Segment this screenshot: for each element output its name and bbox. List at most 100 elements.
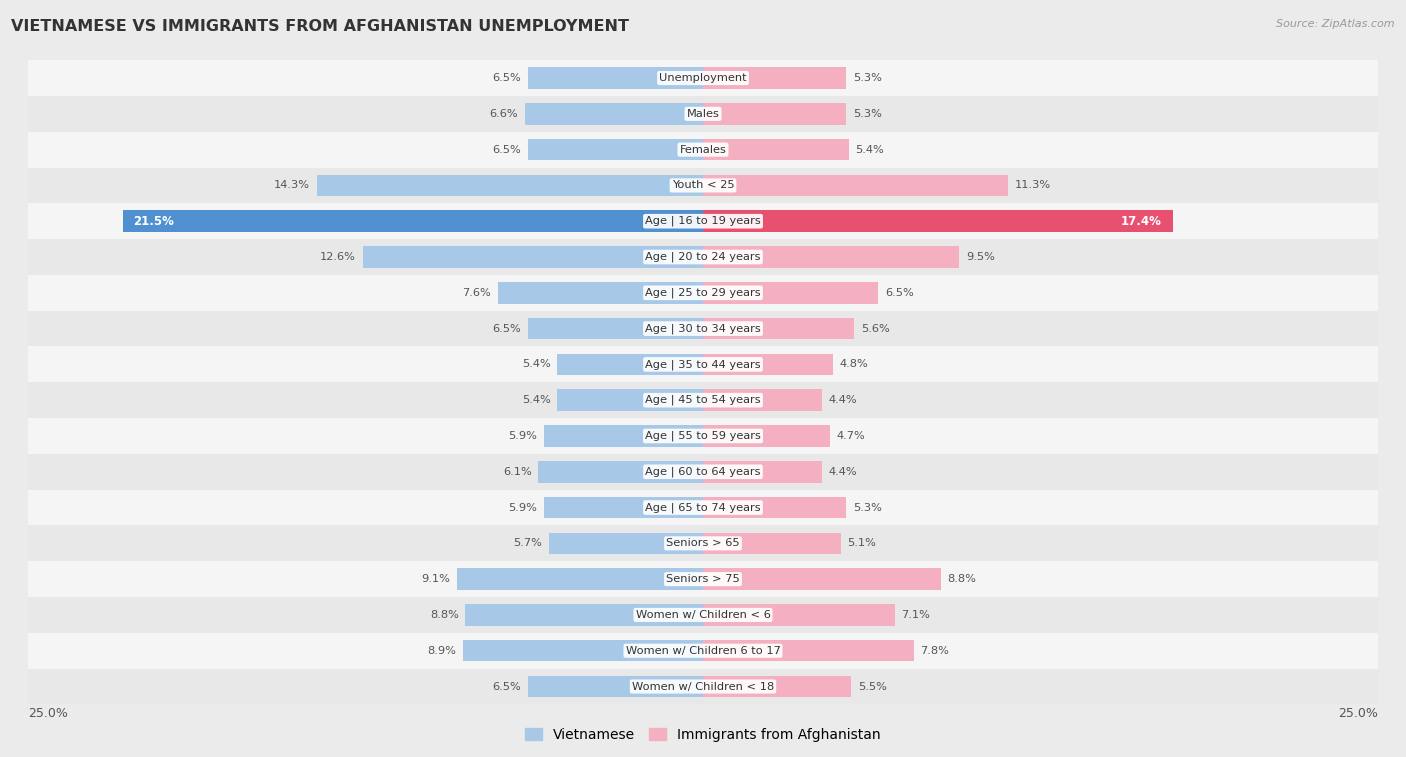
Bar <box>703 569 941 590</box>
Text: 6.6%: 6.6% <box>489 109 517 119</box>
Bar <box>703 640 914 662</box>
Text: Age | 25 to 29 years: Age | 25 to 29 years <box>645 288 761 298</box>
Bar <box>316 175 703 196</box>
Text: Women w/ Children < 18: Women w/ Children < 18 <box>631 681 775 692</box>
Text: 5.3%: 5.3% <box>853 503 882 512</box>
Bar <box>703 354 832 375</box>
Text: Age | 45 to 54 years: Age | 45 to 54 years <box>645 395 761 406</box>
Bar <box>527 676 703 697</box>
Legend: Vietnamese, Immigrants from Afghanistan: Vietnamese, Immigrants from Afghanistan <box>520 722 886 747</box>
Bar <box>527 318 703 339</box>
Bar <box>28 561 1378 597</box>
Bar <box>122 210 703 232</box>
Bar <box>544 425 703 447</box>
Text: 5.9%: 5.9% <box>508 431 537 441</box>
Bar <box>28 167 1378 204</box>
Text: 6.5%: 6.5% <box>492 323 520 334</box>
Bar <box>465 604 703 626</box>
Text: 9.1%: 9.1% <box>422 574 450 584</box>
Bar <box>457 569 703 590</box>
Text: 5.4%: 5.4% <box>855 145 884 154</box>
Text: 8.8%: 8.8% <box>430 610 458 620</box>
Bar <box>703 318 855 339</box>
Text: 4.7%: 4.7% <box>837 431 865 441</box>
Bar <box>28 454 1378 490</box>
Text: 12.6%: 12.6% <box>321 252 356 262</box>
Bar <box>703 389 821 411</box>
Bar <box>498 282 703 304</box>
Bar <box>524 103 703 125</box>
Text: Women w/ Children 6 to 17: Women w/ Children 6 to 17 <box>626 646 780 656</box>
Bar <box>557 389 703 411</box>
Text: Age | 65 to 74 years: Age | 65 to 74 years <box>645 503 761 512</box>
Bar <box>463 640 703 662</box>
Text: 17.4%: 17.4% <box>1121 215 1161 228</box>
Bar <box>28 347 1378 382</box>
Bar <box>28 597 1378 633</box>
Bar <box>28 204 1378 239</box>
Bar <box>28 668 1378 705</box>
Bar <box>550 533 703 554</box>
Text: 6.5%: 6.5% <box>492 145 520 154</box>
Text: Age | 35 to 44 years: Age | 35 to 44 years <box>645 359 761 369</box>
Text: 6.1%: 6.1% <box>503 467 531 477</box>
Text: 4.4%: 4.4% <box>828 395 858 405</box>
Text: 5.5%: 5.5% <box>858 681 887 692</box>
Text: 4.4%: 4.4% <box>828 467 858 477</box>
Bar <box>703 175 1008 196</box>
Text: 7.1%: 7.1% <box>901 610 931 620</box>
Bar <box>363 246 703 268</box>
Bar <box>28 382 1378 418</box>
Text: 5.3%: 5.3% <box>853 73 882 83</box>
Bar <box>703 604 894 626</box>
Text: Women w/ Children < 6: Women w/ Children < 6 <box>636 610 770 620</box>
Bar <box>28 418 1378 454</box>
Text: 8.8%: 8.8% <box>948 574 976 584</box>
Text: 5.4%: 5.4% <box>522 395 551 405</box>
Bar <box>703 425 830 447</box>
Bar <box>28 239 1378 275</box>
Bar <box>703 246 959 268</box>
Bar <box>703 461 821 482</box>
Bar <box>527 139 703 160</box>
Text: Seniors > 75: Seniors > 75 <box>666 574 740 584</box>
Bar <box>703 139 849 160</box>
Text: Age | 20 to 24 years: Age | 20 to 24 years <box>645 252 761 262</box>
Text: 6.5%: 6.5% <box>886 288 914 298</box>
Bar <box>703 676 852 697</box>
Bar <box>28 60 1378 96</box>
Text: 14.3%: 14.3% <box>274 180 311 191</box>
Text: 9.5%: 9.5% <box>966 252 995 262</box>
Bar <box>28 633 1378 668</box>
Bar <box>544 497 703 519</box>
Text: 25.0%: 25.0% <box>1339 707 1378 720</box>
Text: 11.3%: 11.3% <box>1015 180 1050 191</box>
Text: 5.7%: 5.7% <box>513 538 543 548</box>
Bar <box>703 103 846 125</box>
Text: 7.6%: 7.6% <box>463 288 491 298</box>
Text: 6.5%: 6.5% <box>492 681 520 692</box>
Text: VIETNAMESE VS IMMIGRANTS FROM AFGHANISTAN UNEMPLOYMENT: VIETNAMESE VS IMMIGRANTS FROM AFGHANISTA… <box>11 19 630 34</box>
Text: Seniors > 65: Seniors > 65 <box>666 538 740 548</box>
Text: Age | 16 to 19 years: Age | 16 to 19 years <box>645 216 761 226</box>
Text: Age | 55 to 59 years: Age | 55 to 59 years <box>645 431 761 441</box>
Bar <box>703 282 879 304</box>
Bar <box>28 96 1378 132</box>
Text: 7.8%: 7.8% <box>921 646 949 656</box>
Bar <box>538 461 703 482</box>
Text: 5.4%: 5.4% <box>522 360 551 369</box>
Text: Age | 60 to 64 years: Age | 60 to 64 years <box>645 466 761 477</box>
Bar <box>703 497 846 519</box>
Text: Females: Females <box>679 145 727 154</box>
Text: 5.6%: 5.6% <box>860 323 890 334</box>
Text: Males: Males <box>686 109 720 119</box>
Text: Youth < 25: Youth < 25 <box>672 180 734 191</box>
Bar <box>28 132 1378 167</box>
Bar <box>703 210 1173 232</box>
Text: Unemployment: Unemployment <box>659 73 747 83</box>
Bar <box>703 67 846 89</box>
Bar <box>28 275 1378 310</box>
Bar <box>28 525 1378 561</box>
Text: 8.9%: 8.9% <box>427 646 456 656</box>
Text: 5.9%: 5.9% <box>508 503 537 512</box>
